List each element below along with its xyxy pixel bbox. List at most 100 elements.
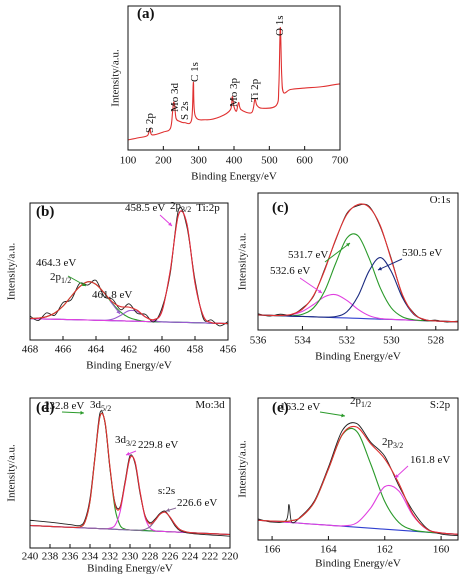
annotation-sub: 1/2 <box>361 400 371 409</box>
x-tick-label: 100 <box>120 155 137 167</box>
annotation: Mo 3p <box>228 77 240 107</box>
arrow-head <box>116 310 120 314</box>
arrow-shaft <box>324 242 351 263</box>
annotation: 232.8 eV <box>44 400 84 412</box>
panel-label: O:1s <box>430 194 451 206</box>
x-tick-label: 166 <box>264 544 281 556</box>
arrow-head <box>82 282 86 286</box>
x-tick-label: 532 <box>339 335 356 347</box>
arrow-shaft <box>319 411 346 417</box>
arrow-head <box>378 266 382 271</box>
panel: 468 466 464 462 460 458 456 Binding Energy/eV In… <box>6 200 237 372</box>
annotation-main: 2p <box>50 271 62 283</box>
spectrum-line <box>30 410 230 537</box>
spectrum-line <box>258 203 458 323</box>
x-tick-label: 220 <box>222 551 239 563</box>
x-tick-label: 162 <box>377 544 394 556</box>
x-tick-label: 528 <box>428 335 445 347</box>
x-tick-label: 530 <box>383 335 400 347</box>
annotation: 163.2 eV <box>280 401 320 413</box>
spectrum-line <box>258 425 458 535</box>
y-axis-label: Intensity/a.u. <box>110 49 122 107</box>
annotation: S 2p <box>144 113 156 133</box>
x-tick-label: 234 <box>82 551 99 563</box>
arrow-head <box>395 474 399 478</box>
x-axis-label: Binding Energy/eV <box>87 563 173 574</box>
x-tick-label: 500 <box>261 155 278 167</box>
x-tick-label: 238 <box>42 551 59 563</box>
x-tick-label: 460 <box>154 344 171 356</box>
annotation: 464.3 eV <box>36 257 76 269</box>
spectrum-line <box>30 412 230 536</box>
y-axis-label: Intensity/a.u. <box>237 233 249 291</box>
panel-letter: (c) <box>272 200 289 216</box>
annotation-sub: 3/2 <box>393 441 403 450</box>
arrow-head <box>168 222 172 226</box>
x-tick-label: 300 <box>190 155 207 167</box>
panel-label: Mo:3d <box>195 399 225 411</box>
annotation: 530.5 eV <box>402 247 442 259</box>
x-tick-label: 700 <box>332 155 349 167</box>
spectrum-line <box>258 427 458 535</box>
annotation: Ti 2p <box>249 78 261 102</box>
annotation: 2p1/2 <box>350 395 371 409</box>
x-tick-label: 458 <box>187 344 204 356</box>
annotation: 3d3/2 <box>115 434 136 448</box>
arrow-head <box>318 289 322 293</box>
x-tick-label: 464 <box>88 344 105 356</box>
annotation: S 2s <box>179 101 191 120</box>
annotation-main: 3d <box>90 399 102 411</box>
x-tick-label: 160 <box>433 544 450 556</box>
x-tick-label: 232 <box>102 551 119 563</box>
annotation-main: 2p <box>170 200 182 212</box>
panel: 166 164 162 160 Binding Energy/eV Intensity/a… <box>237 395 459 570</box>
arrow-head <box>346 243 350 247</box>
annotation: C 1s <box>189 62 201 82</box>
x-tick-label: 228 <box>142 551 159 563</box>
annotation-sub: 3/2 <box>126 439 136 448</box>
x-tick-label: 222 <box>202 551 219 563</box>
x-tick-label: 400 <box>226 155 243 167</box>
y-axis-label: Intensity/a.u. <box>6 243 18 301</box>
x-axis-label: Binding Energy/eV <box>191 171 277 183</box>
panel: 536 534 532 530 528 Binding Energy/eV Intensit… <box>237 192 459 363</box>
annotation: 531.7 eV <box>288 249 328 261</box>
spectrum-line <box>258 293 458 323</box>
x-tick-label: 226 <box>162 551 179 563</box>
plot-area <box>128 27 340 141</box>
arrow-shaft <box>61 411 85 414</box>
x-tick-label: 230 <box>122 551 139 563</box>
annotation: 2p3/2 <box>170 200 191 214</box>
arrow-head <box>126 451 130 456</box>
arrow-head <box>80 410 84 415</box>
x-axis-label: Binding Energy/eV <box>315 351 401 363</box>
panel-letter: (b) <box>36 204 54 220</box>
plot-frame <box>257 192 459 331</box>
x-tick-label: 462 <box>121 344 138 356</box>
annotation: 458.5 eV <box>125 202 165 214</box>
x-tick-label: 468 <box>22 344 39 356</box>
annotation: 2p3/2 <box>382 436 403 450</box>
annotation: Mo 3d <box>169 82 181 112</box>
x-tick-label: 224 <box>182 551 199 563</box>
panel-letter: (a) <box>137 6 155 22</box>
x-tick-label: 240 <box>22 551 39 563</box>
plot-area <box>30 410 230 537</box>
spectrum-line <box>30 455 230 536</box>
annotation-sub: 3/2 <box>181 205 191 214</box>
y-axis-label: Intensity/a.u. <box>6 444 18 502</box>
x-tick-label: 236 <box>62 551 79 563</box>
x-axis-label: Binding Energy/eV <box>315 558 401 570</box>
annotation: 229.8 eV <box>138 439 178 451</box>
annotation: s:2s <box>158 485 175 497</box>
annotation: O 1s <box>274 16 286 36</box>
x-tick-label: 456 <box>220 344 237 356</box>
x-tick-label: 600 <box>296 155 313 167</box>
x-tick-label: 164 <box>320 544 337 556</box>
spectrum-line <box>30 210 228 325</box>
x-tick-label: 200 <box>155 155 172 167</box>
annotation-main: 2p <box>382 436 394 448</box>
panel-label: Ti:2p <box>196 202 220 214</box>
panel: 100 200 300 400 500 600 700 Binding Energy/eV In… <box>110 5 349 183</box>
arrow-head <box>166 508 170 512</box>
